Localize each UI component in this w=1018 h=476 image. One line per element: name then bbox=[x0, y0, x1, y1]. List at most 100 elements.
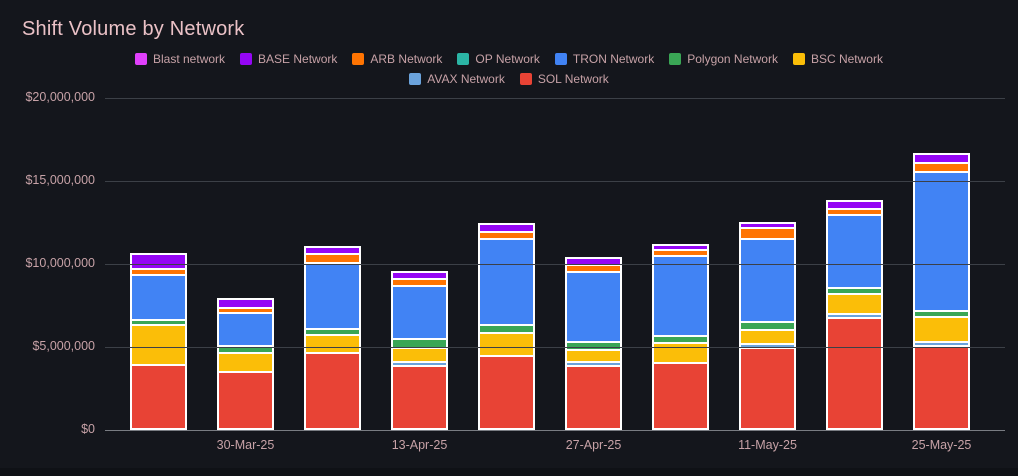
bar-segment[interactable] bbox=[741, 224, 794, 227]
bar-segment[interactable] bbox=[132, 326, 185, 364]
legend-item[interactable]: SOL Network bbox=[519, 72, 609, 86]
bar-segment[interactable] bbox=[132, 366, 185, 428]
bar-segment[interactable] bbox=[219, 347, 272, 352]
bar-segment[interactable] bbox=[393, 280, 446, 285]
legend-item[interactable]: TRON Network bbox=[554, 52, 654, 66]
legend-swatch-icon bbox=[240, 53, 253, 65]
bar-segment[interactable] bbox=[480, 326, 533, 332]
bottom-strip bbox=[0, 468, 1018, 476]
bar-segment[interactable] bbox=[915, 155, 968, 162]
bar-segment[interactable] bbox=[219, 373, 272, 428]
bar-segment[interactable] bbox=[915, 318, 968, 341]
bar-segment[interactable] bbox=[480, 240, 533, 324]
bar-segment[interactable] bbox=[654, 257, 707, 335]
chart-title: Shift Volume by Network bbox=[22, 18, 245, 40]
legend-item[interactable]: ARB Network bbox=[352, 52, 442, 66]
legend-label: SOL Network bbox=[537, 72, 609, 86]
bar-segment[interactable] bbox=[567, 266, 620, 271]
bar-segment[interactable] bbox=[654, 337, 707, 342]
bar-segment[interactable] bbox=[306, 248, 359, 253]
bar-segment[interactable] bbox=[567, 351, 620, 361]
bar-segment[interactable] bbox=[393, 287, 446, 338]
bar-segment[interactable] bbox=[741, 345, 794, 347]
gridline bbox=[105, 264, 1005, 265]
bar-segment[interactable] bbox=[828, 295, 881, 313]
bar-segment[interactable] bbox=[654, 344, 707, 362]
legend-item[interactable]: AVAX Network bbox=[409, 72, 505, 86]
legend-label: AVAX Network bbox=[427, 72, 505, 86]
x-axis-tick-label: 11-May-25 bbox=[738, 438, 797, 452]
bar-segment[interactable] bbox=[741, 349, 794, 428]
bar-segment[interactable] bbox=[915, 347, 968, 428]
x-axis-tick-label: 30-Mar-25 bbox=[216, 438, 275, 452]
bars-container bbox=[105, 98, 1005, 430]
bar-segment[interactable] bbox=[654, 251, 707, 255]
bar-segment[interactable] bbox=[915, 164, 968, 171]
bar-segment[interactable] bbox=[132, 321, 185, 324]
legend-label: BSC Network bbox=[810, 52, 883, 66]
gridline bbox=[105, 181, 1005, 182]
bar-segment[interactable] bbox=[915, 343, 968, 345]
bar-group bbox=[217, 298, 274, 430]
bar-group bbox=[913, 153, 970, 430]
bar-group bbox=[739, 222, 796, 430]
bar-segment[interactable] bbox=[480, 233, 533, 238]
bar-segment[interactable] bbox=[306, 330, 359, 334]
bar-segment[interactable] bbox=[219, 314, 272, 345]
bar-segment[interactable] bbox=[306, 264, 359, 328]
bar-segment[interactable] bbox=[654, 364, 707, 428]
bar-segment[interactable] bbox=[741, 323, 794, 329]
y-axis-tick-label: $15,000,000 bbox=[25, 173, 95, 187]
bar-segment[interactable] bbox=[219, 354, 272, 371]
legend-swatch-icon bbox=[669, 53, 682, 65]
legend-item[interactable]: OP Network bbox=[457, 52, 540, 66]
bar-group bbox=[652, 244, 709, 430]
bar-group bbox=[130, 253, 187, 430]
bar-segment[interactable] bbox=[306, 255, 359, 262]
bar-segment[interactable] bbox=[828, 289, 881, 293]
bar-segment[interactable] bbox=[393, 340, 446, 347]
bar-segment[interactable] bbox=[828, 216, 881, 287]
legend-item[interactable]: BASE Network bbox=[240, 52, 337, 66]
bar-segment[interactable] bbox=[741, 229, 794, 238]
legend-item[interactable]: BSC Network bbox=[792, 52, 883, 66]
bar-segment[interactable] bbox=[567, 363, 620, 365]
bar-segment[interactable] bbox=[828, 202, 881, 208]
bar-segment[interactable] bbox=[132, 276, 185, 319]
legend-label: ARB Network bbox=[370, 52, 443, 66]
bar-segment[interactable] bbox=[828, 210, 881, 214]
legend-item[interactable]: Blast network bbox=[135, 52, 225, 66]
bar-segment[interactable] bbox=[219, 300, 272, 307]
x-axis-tick-label: 27-Apr-25 bbox=[565, 438, 622, 452]
bar-segment[interactable] bbox=[393, 273, 446, 278]
bar-segment[interactable] bbox=[567, 343, 620, 349]
bar-segment[interactable] bbox=[828, 315, 881, 317]
x-axis-tick-label: 25-May-25 bbox=[911, 438, 972, 452]
bar-segment[interactable] bbox=[480, 357, 533, 428]
bar-segment[interactable] bbox=[915, 173, 968, 310]
bar-segment[interactable] bbox=[480, 334, 533, 355]
bar-segment[interactable] bbox=[219, 309, 272, 312]
bar-segment[interactable] bbox=[306, 354, 359, 428]
bar-group bbox=[304, 246, 361, 430]
bar-segment[interactable] bbox=[132, 255, 185, 268]
bar-group bbox=[565, 257, 622, 430]
bar-segment[interactable] bbox=[393, 363, 446, 365]
legend-swatch-icon bbox=[792, 53, 805, 65]
bar-segment[interactable] bbox=[393, 367, 446, 428]
legend-item[interactable]: Polygon Network bbox=[669, 52, 778, 66]
bar-segment[interactable] bbox=[915, 312, 968, 316]
bar-segment[interactable] bbox=[654, 246, 707, 249]
y-axis-tick-label: $0 bbox=[81, 422, 95, 436]
bar-segment[interactable] bbox=[306, 336, 359, 352]
bar-segment[interactable] bbox=[567, 259, 620, 264]
bar-segment[interactable] bbox=[567, 367, 620, 428]
bar-segment[interactable] bbox=[741, 240, 794, 321]
bar-segment[interactable] bbox=[741, 331, 794, 343]
bar-segment[interactable] bbox=[567, 273, 620, 341]
legend-swatch-icon bbox=[554, 53, 567, 65]
bar-segment[interactable] bbox=[132, 270, 185, 274]
bar-segment[interactable] bbox=[480, 225, 533, 231]
bar-segment[interactable] bbox=[393, 349, 446, 361]
bar-segment[interactable] bbox=[828, 319, 881, 428]
